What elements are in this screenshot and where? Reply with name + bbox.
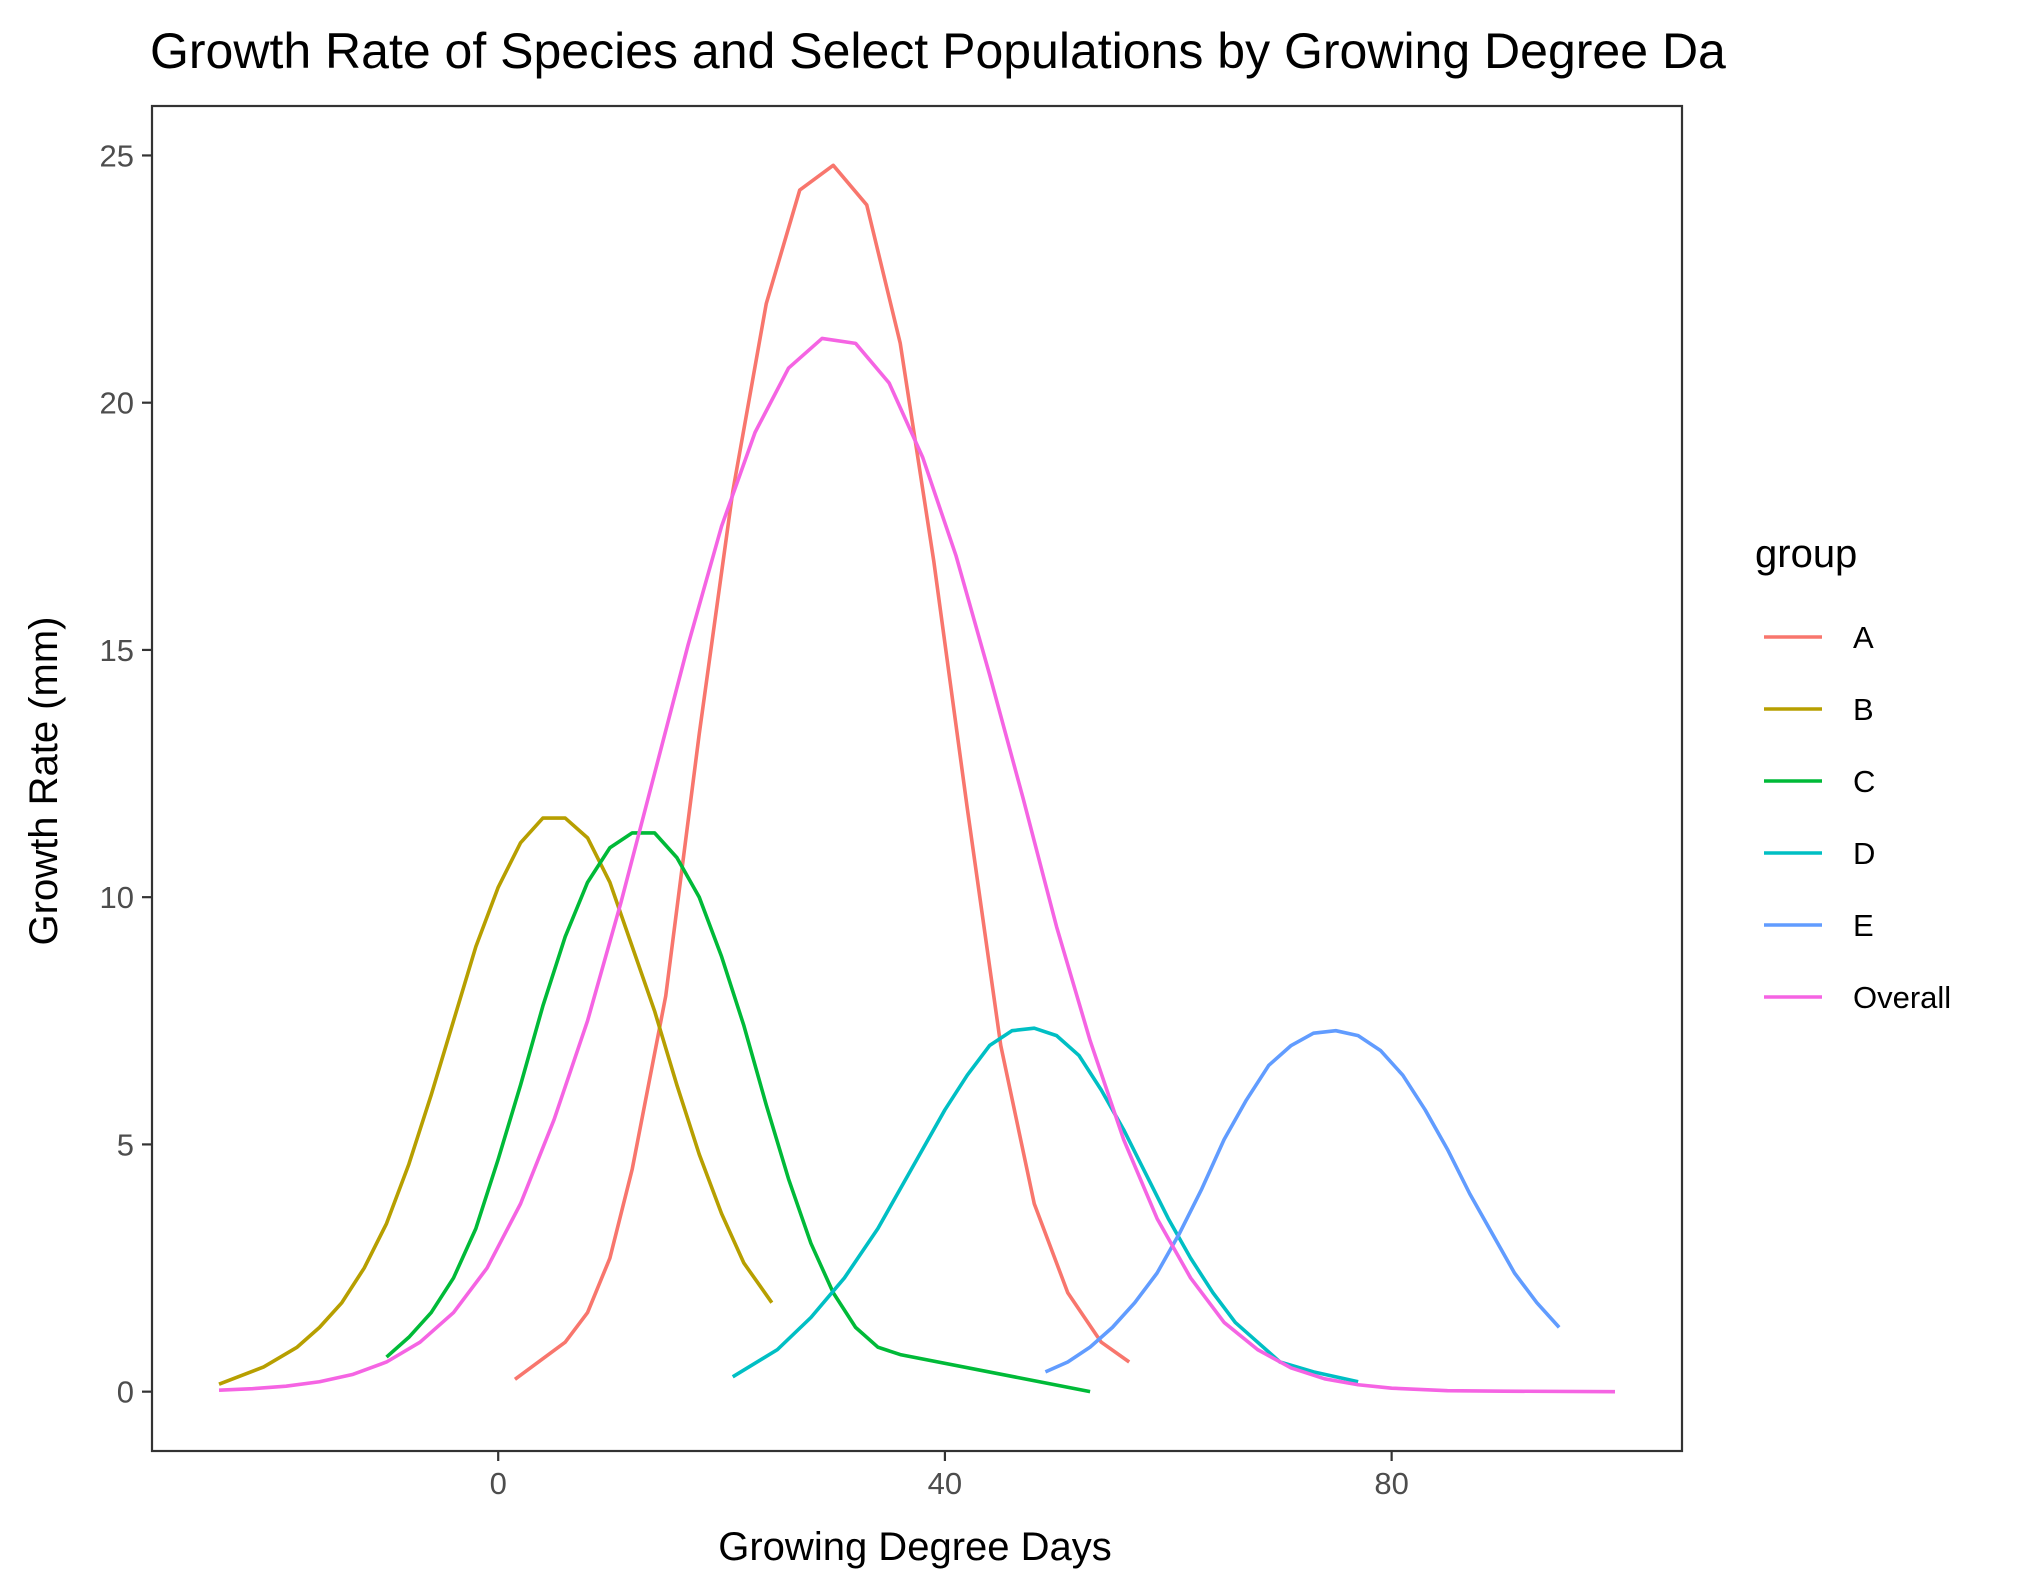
legend-title: group xyxy=(1755,532,1857,576)
x-axis: 0 40 80 xyxy=(490,1451,1409,1501)
legend-label: D xyxy=(1853,836,1875,871)
y-tick-label: 5 xyxy=(117,1127,134,1162)
y-tick-label: 0 xyxy=(117,1375,134,1410)
legend-label: Overall xyxy=(1853,980,1951,1015)
legend-label: B xyxy=(1853,692,1874,727)
y-axis-title: Growth Rate (mm) xyxy=(22,617,66,946)
chart-title: Growth Rate of Species and Select Popula… xyxy=(150,23,1726,79)
x-axis-title: Growing Degree Days xyxy=(718,1525,1112,1569)
series-line-c xyxy=(385,831,1091,1394)
series-line-a xyxy=(513,163,1131,1381)
plot-panel xyxy=(150,104,1684,1453)
series-layer xyxy=(218,163,1615,1394)
y-axis: 0 5 10 15 20 25 xyxy=(100,138,152,1410)
series-line-overall xyxy=(218,336,1615,1394)
x-tick-label: 0 xyxy=(490,1466,507,1501)
legend-item: D xyxy=(1764,836,1875,871)
y-tick-label: 15 xyxy=(100,633,134,668)
legend-label: C xyxy=(1853,764,1875,799)
legend-items: A B C D E Overall xyxy=(1764,620,1951,1015)
series-line-b xyxy=(218,816,774,1386)
legend-label: E xyxy=(1853,908,1874,943)
x-tick-label: 80 xyxy=(1374,1466,1408,1501)
y-tick-label: 20 xyxy=(100,386,134,421)
legend-item: Overall xyxy=(1764,980,1951,1015)
legend-item: B xyxy=(1764,692,1874,727)
legend-item: C xyxy=(1764,764,1875,799)
series-line-e xyxy=(1044,1028,1561,1374)
legend-item: E xyxy=(1764,908,1874,943)
legend-item: A xyxy=(1764,620,1874,655)
series-line-d xyxy=(731,1026,1359,1384)
legend: group A B C D E Overall xyxy=(1755,532,1951,1015)
x-tick-label: 40 xyxy=(928,1466,962,1501)
y-tick-label: 25 xyxy=(100,138,134,173)
y-tick-label: 10 xyxy=(100,880,134,915)
legend-label: A xyxy=(1853,620,1874,655)
